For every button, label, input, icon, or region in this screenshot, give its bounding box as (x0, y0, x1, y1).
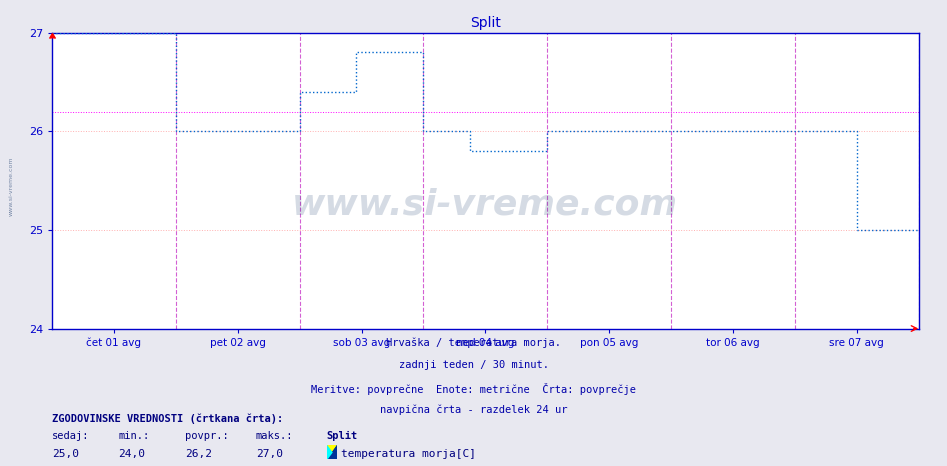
Text: min.:: min.: (118, 432, 150, 441)
Text: www.si-vreme.com: www.si-vreme.com (9, 157, 14, 216)
Bar (331, 445, 337, 459)
Polygon shape (327, 445, 331, 459)
Text: Meritve: povprečne  Enote: metrične  Črta: povprečje: Meritve: povprečne Enote: metrične Črta:… (311, 383, 636, 395)
Text: 24,0: 24,0 (118, 449, 146, 459)
Text: 27,0: 27,0 (256, 449, 283, 459)
Text: Hrvaška / temperatura morja.: Hrvaška / temperatura morja. (386, 338, 561, 349)
Text: ZGODOVINSKE VREDNOSTI (črtkana črta):: ZGODOVINSKE VREDNOSTI (črtkana črta): (52, 413, 283, 424)
Polygon shape (327, 445, 337, 459)
Text: povpr.:: povpr.: (185, 432, 228, 441)
Bar (327, 452, 331, 459)
Polygon shape (327, 445, 337, 459)
Text: navpična črta - razdelek 24 ur: navpična črta - razdelek 24 ur (380, 405, 567, 416)
Text: 25,0: 25,0 (52, 449, 80, 459)
Text: www.si-vreme.com: www.si-vreme.com (293, 187, 678, 221)
Polygon shape (327, 445, 337, 459)
Title: Split: Split (470, 16, 501, 30)
Text: Split: Split (327, 432, 358, 441)
Bar (327, 445, 331, 452)
Text: sedaj:: sedaj: (52, 432, 90, 441)
Text: 26,2: 26,2 (185, 449, 212, 459)
Text: maks.:: maks.: (256, 432, 294, 441)
Text: zadnji teden / 30 minut.: zadnji teden / 30 minut. (399, 360, 548, 370)
Text: temperatura morja[C]: temperatura morja[C] (341, 449, 476, 459)
